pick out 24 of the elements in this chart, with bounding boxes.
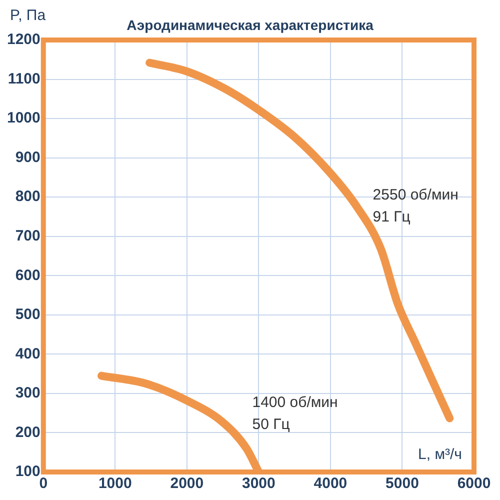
y-tick-label: 200 xyxy=(15,424,40,441)
y-tick-label: 300 xyxy=(15,384,40,402)
x-tick-label: 4000 xyxy=(314,475,348,492)
y-tick-label: 400 xyxy=(15,345,40,362)
y-tick-label: 600 xyxy=(15,266,40,284)
annotation: 2550 об/мин 91 Гц xyxy=(372,186,458,226)
x-tick-label: 2000 xyxy=(170,475,204,492)
y-tick-label: 800 xyxy=(15,188,40,206)
y-tick-label: 1100 xyxy=(8,70,40,88)
x-axis-title: L, м³/ч xyxy=(418,446,462,464)
y-tick-label: 900 xyxy=(15,148,40,166)
y-tick-label: 1000 xyxy=(6,110,40,127)
y-tick-label: 500 xyxy=(15,306,40,324)
x-tick-label: 0 xyxy=(39,475,48,492)
annotation: 1400 об/мин 50 Гц xyxy=(252,394,338,434)
x-tick-label: 3000 xyxy=(242,475,276,492)
y-tick-label: 100 xyxy=(15,463,40,480)
y-tick-label: 1200 xyxy=(6,31,40,48)
x-tick-label: 1000 xyxy=(98,475,132,492)
chart-title: Аэродинамическая характеристика xyxy=(126,16,374,33)
x-tick-label: 6000 xyxy=(457,475,491,492)
y-tick-label: 700 xyxy=(15,228,40,245)
x-tick-label: 5000 xyxy=(386,475,419,492)
y-axis-title: P, Па xyxy=(10,7,46,24)
